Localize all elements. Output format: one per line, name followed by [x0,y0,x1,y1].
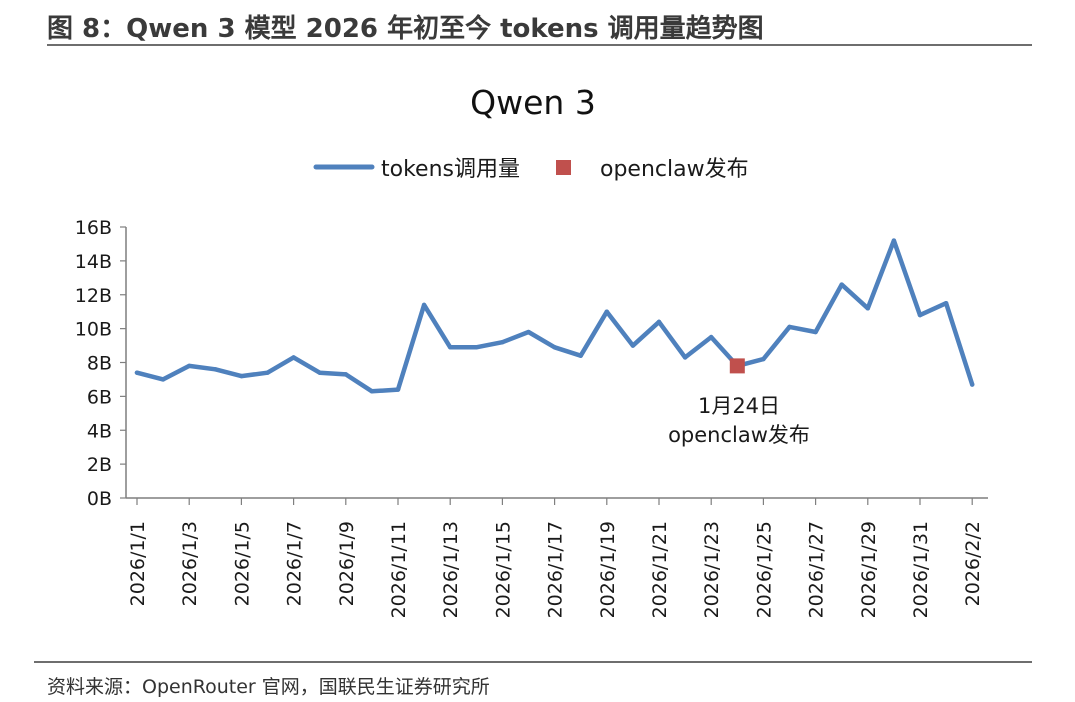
data-point [813,329,818,335]
data-point [134,370,140,375]
y-tick-label: 16B [75,217,112,239]
data-point [291,355,296,360]
x-tick-label: 2026/1/19 [597,521,619,618]
data-point [917,312,923,318]
data-point [239,373,244,379]
data-point [395,387,401,392]
legend-label-openclaw: openclaw发布 [600,157,749,182]
legend: tokens调用量 openclaw发布 [313,157,749,182]
y-tick-label: 12B [75,285,112,307]
data-point [943,301,949,306]
data-point [474,345,479,350]
openclaw-release-marker [729,358,745,374]
data-point [317,370,322,375]
y-tick-label: 4B [87,420,112,442]
footer-rule [34,661,1032,663]
x-tick-label: 2026/1/13 [440,521,462,618]
x-tick-label: 2026/1/5 [231,521,253,606]
data-point [213,367,218,372]
figure-title: 图 8：Qwen 3 模型 2026 年初至今 tokens 调用量趋势图 [47,14,764,44]
annotation-date: 1月24日 [698,394,780,418]
data-point [761,356,766,362]
data-point [160,377,166,382]
y-tick-label: 14B [75,251,112,273]
series-layer [134,238,975,394]
series-line-tokens [134,238,975,394]
x-tick-label: 2026/1/25 [753,521,775,618]
data-point [187,363,192,369]
x-tick-label: 2026/1/9 [336,521,358,606]
release-annotation: 1月24日 openclaw发布 [668,394,810,447]
data-point [448,345,453,350]
data-point [865,306,870,311]
x-tick-label: 2026/1/21 [649,521,671,618]
data-point [787,324,792,330]
chart-title: Qwen 3 [470,83,596,122]
x-tick-label: 2026/1/17 [545,521,567,618]
data-point [891,238,897,243]
y-tick-label: 6B [87,386,112,408]
data-point [839,282,844,287]
data-point [265,370,270,375]
data-point [369,389,375,394]
x-tick-label: 2026/1/7 [284,521,306,606]
x-tick-label: 2026/1/1 [127,521,149,606]
data-point [421,302,427,308]
x-tick-label: 2026/1/23 [701,521,723,618]
x-tick-label: 2026/1/15 [492,521,514,618]
y-tick-label: 2B [87,454,112,476]
legend-marker-swatch [556,160,571,175]
x-tick-label: 2026/1/11 [388,521,410,618]
data-point [343,372,348,377]
x-tick-label: 2026/1/31 [910,521,932,618]
y-tick-label: 0B [87,488,112,510]
data-point [526,329,531,335]
data-point [578,353,583,358]
x-tick-label: 2026/1/3 [179,521,201,606]
data-point [656,319,662,325]
x-tick-label: 2026/1/27 [806,521,828,618]
data-point [552,345,557,350]
data-point [682,355,688,360]
annotation-event: openclaw发布 [668,423,810,447]
y-tick-label: 10B [75,319,112,341]
data-point [970,382,975,387]
y-axis: 0B 2B 4B 6B 8B 10B 12B 14B 16B [75,217,127,510]
data-point [630,343,636,348]
data-point [604,309,609,314]
x-tick-label: 2026/1/29 [858,521,880,618]
source-note: 资料来源：OpenRouter 官网，国联民生证券研究所 [47,676,490,698]
x-axis: 2026/1/1 2026/1/3 2026/1/5 2026/1/7 2026/1/9… [126,497,988,618]
header-rule [47,44,1032,46]
y-tick-label: 8B [87,353,112,375]
data-point [500,339,505,345]
x-tick-label: 2026/2/2 [962,521,984,606]
data-point [709,334,714,340]
legend-label-tokens: tokens调用量 [381,157,520,182]
